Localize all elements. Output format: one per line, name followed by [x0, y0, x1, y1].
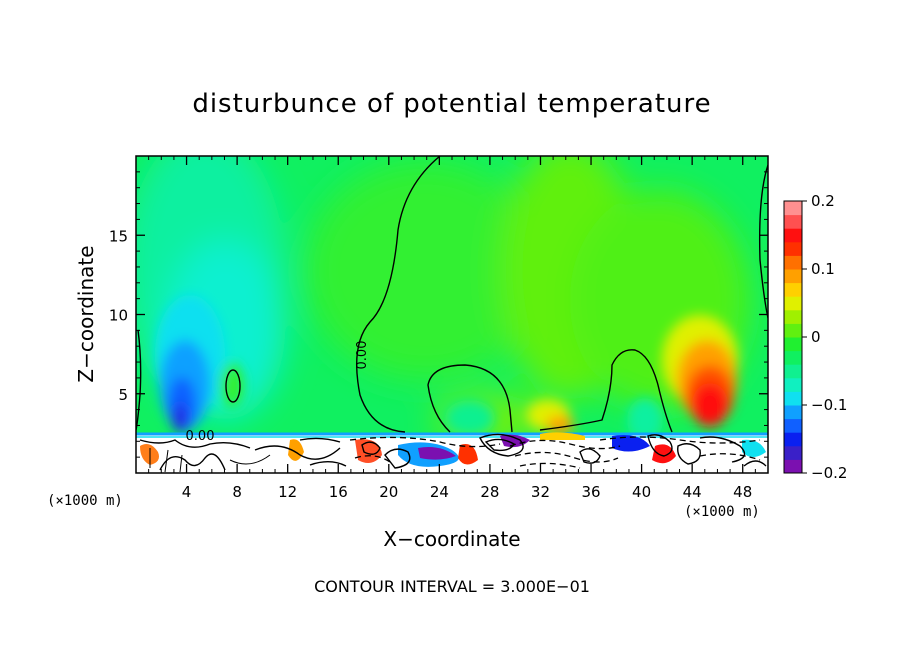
- colorbar-swatch: [784, 323, 802, 338]
- colorbar-swatch: [784, 282, 802, 297]
- zero-contour-right: [539, 349, 673, 433]
- colorbar-tick-label: 0.2: [811, 192, 835, 210]
- x-tick-label: 24: [430, 483, 449, 501]
- x-tick-label: 40: [632, 483, 651, 501]
- x-tick-label: 48: [733, 483, 752, 501]
- y-axis: 5 10 15: [109, 171, 768, 458]
- x-tick-label: 20: [379, 483, 398, 501]
- colorbar-tick-label: −0.2: [811, 464, 847, 482]
- x-axis: 4 8 12 16 20 24 28 32 36 40 44 48: [148, 156, 756, 501]
- x-tick-label: 28: [480, 483, 499, 501]
- colorbar-tick-label: −0.1: [811, 396, 847, 414]
- colorbar-swatch: [784, 241, 802, 256]
- surface-layer: [136, 432, 768, 473]
- y-axis-label: Z−coordinate: [74, 245, 98, 382]
- plot-area: 0.00 0.00: [136, 156, 768, 473]
- x-tick-label: 8: [232, 483, 242, 501]
- colorbar-swatch: [784, 201, 802, 216]
- x-unit-right: (×1000 m): [684, 504, 760, 520]
- colorbar-swatch: [784, 309, 802, 324]
- colorbar-swatch: [784, 255, 802, 270]
- colorbar-tick-label: 0.1: [811, 260, 835, 278]
- colorbar-swatch: [784, 459, 802, 474]
- zero-contour-edge-right: [758, 164, 768, 319]
- colorbar-swatch: [784, 296, 802, 311]
- colorbar-tick-label: 0: [811, 328, 821, 346]
- colorbar-swatch: [784, 269, 802, 284]
- zero-contour-closed: [225, 369, 241, 403]
- color-field: [136, 156, 750, 434]
- colorbar-swatch: [784, 228, 802, 243]
- zero-contour-middle: [427, 364, 513, 433]
- zero-contour-edge-left: [136, 329, 142, 431]
- contour-label-vertical: 0.00: [355, 341, 370, 370]
- colorbar-swatch: [784, 432, 802, 447]
- y-tick-label: 10: [109, 307, 128, 325]
- zero-contour-main: [355, 156, 441, 433]
- x-tick-label: 12: [278, 483, 297, 501]
- contour-label-horizontal: 0.00: [186, 429, 215, 444]
- x-tick-label: 4: [182, 483, 192, 501]
- colorbar-swatch: [784, 337, 802, 352]
- x-tick-label: 44: [683, 483, 702, 501]
- colorbar-swatch: [784, 391, 802, 406]
- colorbar: [783, 200, 803, 474]
- y-tick-label: 5: [118, 386, 128, 404]
- colorbar-swatch: [784, 377, 802, 392]
- contour-lines: [136, 156, 768, 473]
- x-axis-label: X−coordinate: [383, 527, 520, 551]
- colorbar-swatch: [784, 364, 802, 379]
- colorbar-labels: −0.2 −0.1 0 0.1 0.2: [802, 192, 847, 482]
- colorbar-swatch: [784, 214, 802, 229]
- y-tick-label: 15: [109, 227, 128, 245]
- x-tick-label: 16: [329, 483, 348, 501]
- colorbar-swatch: [784, 445, 802, 460]
- negative-contours: [349, 436, 761, 469]
- x-unit-left: (×1000 m): [47, 493, 123, 509]
- chart-title: disturbunce of potential temperature: [192, 89, 711, 119]
- x-tick-label: 36: [581, 483, 600, 501]
- colorbar-swatch: [784, 418, 802, 433]
- colorbar-swatch: [784, 350, 802, 365]
- x-tick-label: 32: [531, 483, 550, 501]
- colorbar-swatch: [784, 405, 802, 420]
- contour-interval-note: CONTOUR INTERVAL = 3.000E−01: [314, 577, 590, 596]
